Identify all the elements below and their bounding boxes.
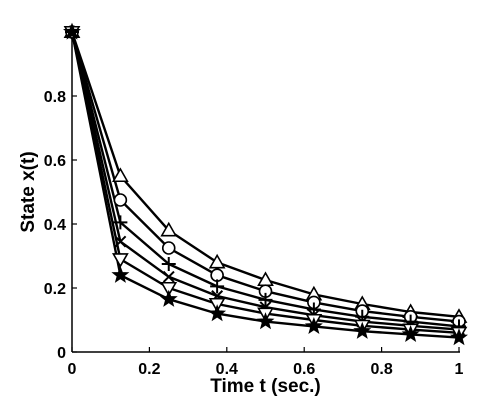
star-marker [256, 312, 275, 330]
y-tick-label: 0.2 [44, 281, 66, 298]
star-marker [63, 22, 81, 40]
y-tick-label: 0.8 [44, 89, 66, 106]
star-marker [159, 289, 178, 307]
tick-labels: 0 0.2 0.4 0.6 0.8 1 0 0.2 0.4 0.6 0.8 [44, 89, 464, 378]
x-tick-label: 0.2 [138, 361, 160, 378]
x-tick-label: 0 [68, 361, 77, 378]
x-marker [114, 235, 127, 248]
triangle-up-marker [160, 221, 178, 237]
triangle-down-marker [160, 281, 178, 297]
circle-marker [113, 193, 128, 207]
x-tick-label: 1 [455, 361, 464, 378]
y-tick-label: 0.6 [44, 153, 66, 170]
x-tick-label: 0.6 [293, 361, 315, 378]
x-tick-label: 0.8 [370, 361, 392, 378]
plus-marker [161, 257, 176, 271]
star-marker [353, 321, 372, 339]
x-axis-label: Time t (sec.) [210, 376, 321, 397]
plus-marker [210, 279, 225, 294]
star-marker [111, 265, 130, 283]
triangle-up-marker [111, 167, 129, 183]
plus-marker [258, 292, 273, 307]
plus-marker [113, 215, 128, 230]
x-marker [162, 270, 175, 283]
y-axis-label: State x(t) [18, 151, 39, 232]
x-tick-label: 0.4 [216, 361, 238, 378]
y-tick-label: 0 [57, 345, 66, 362]
circle-marker [161, 241, 176, 255]
star-marker [304, 316, 323, 335]
axes [71, 27, 460, 353]
star-marker [208, 304, 227, 322]
y-tick-label: 0.4 [44, 217, 66, 234]
star-marker [450, 328, 468, 346]
series-markers [63, 22, 468, 346]
triangle-up-marker [208, 253, 226, 269]
triangle-down-marker [111, 253, 129, 268]
star-marker [401, 324, 420, 343]
